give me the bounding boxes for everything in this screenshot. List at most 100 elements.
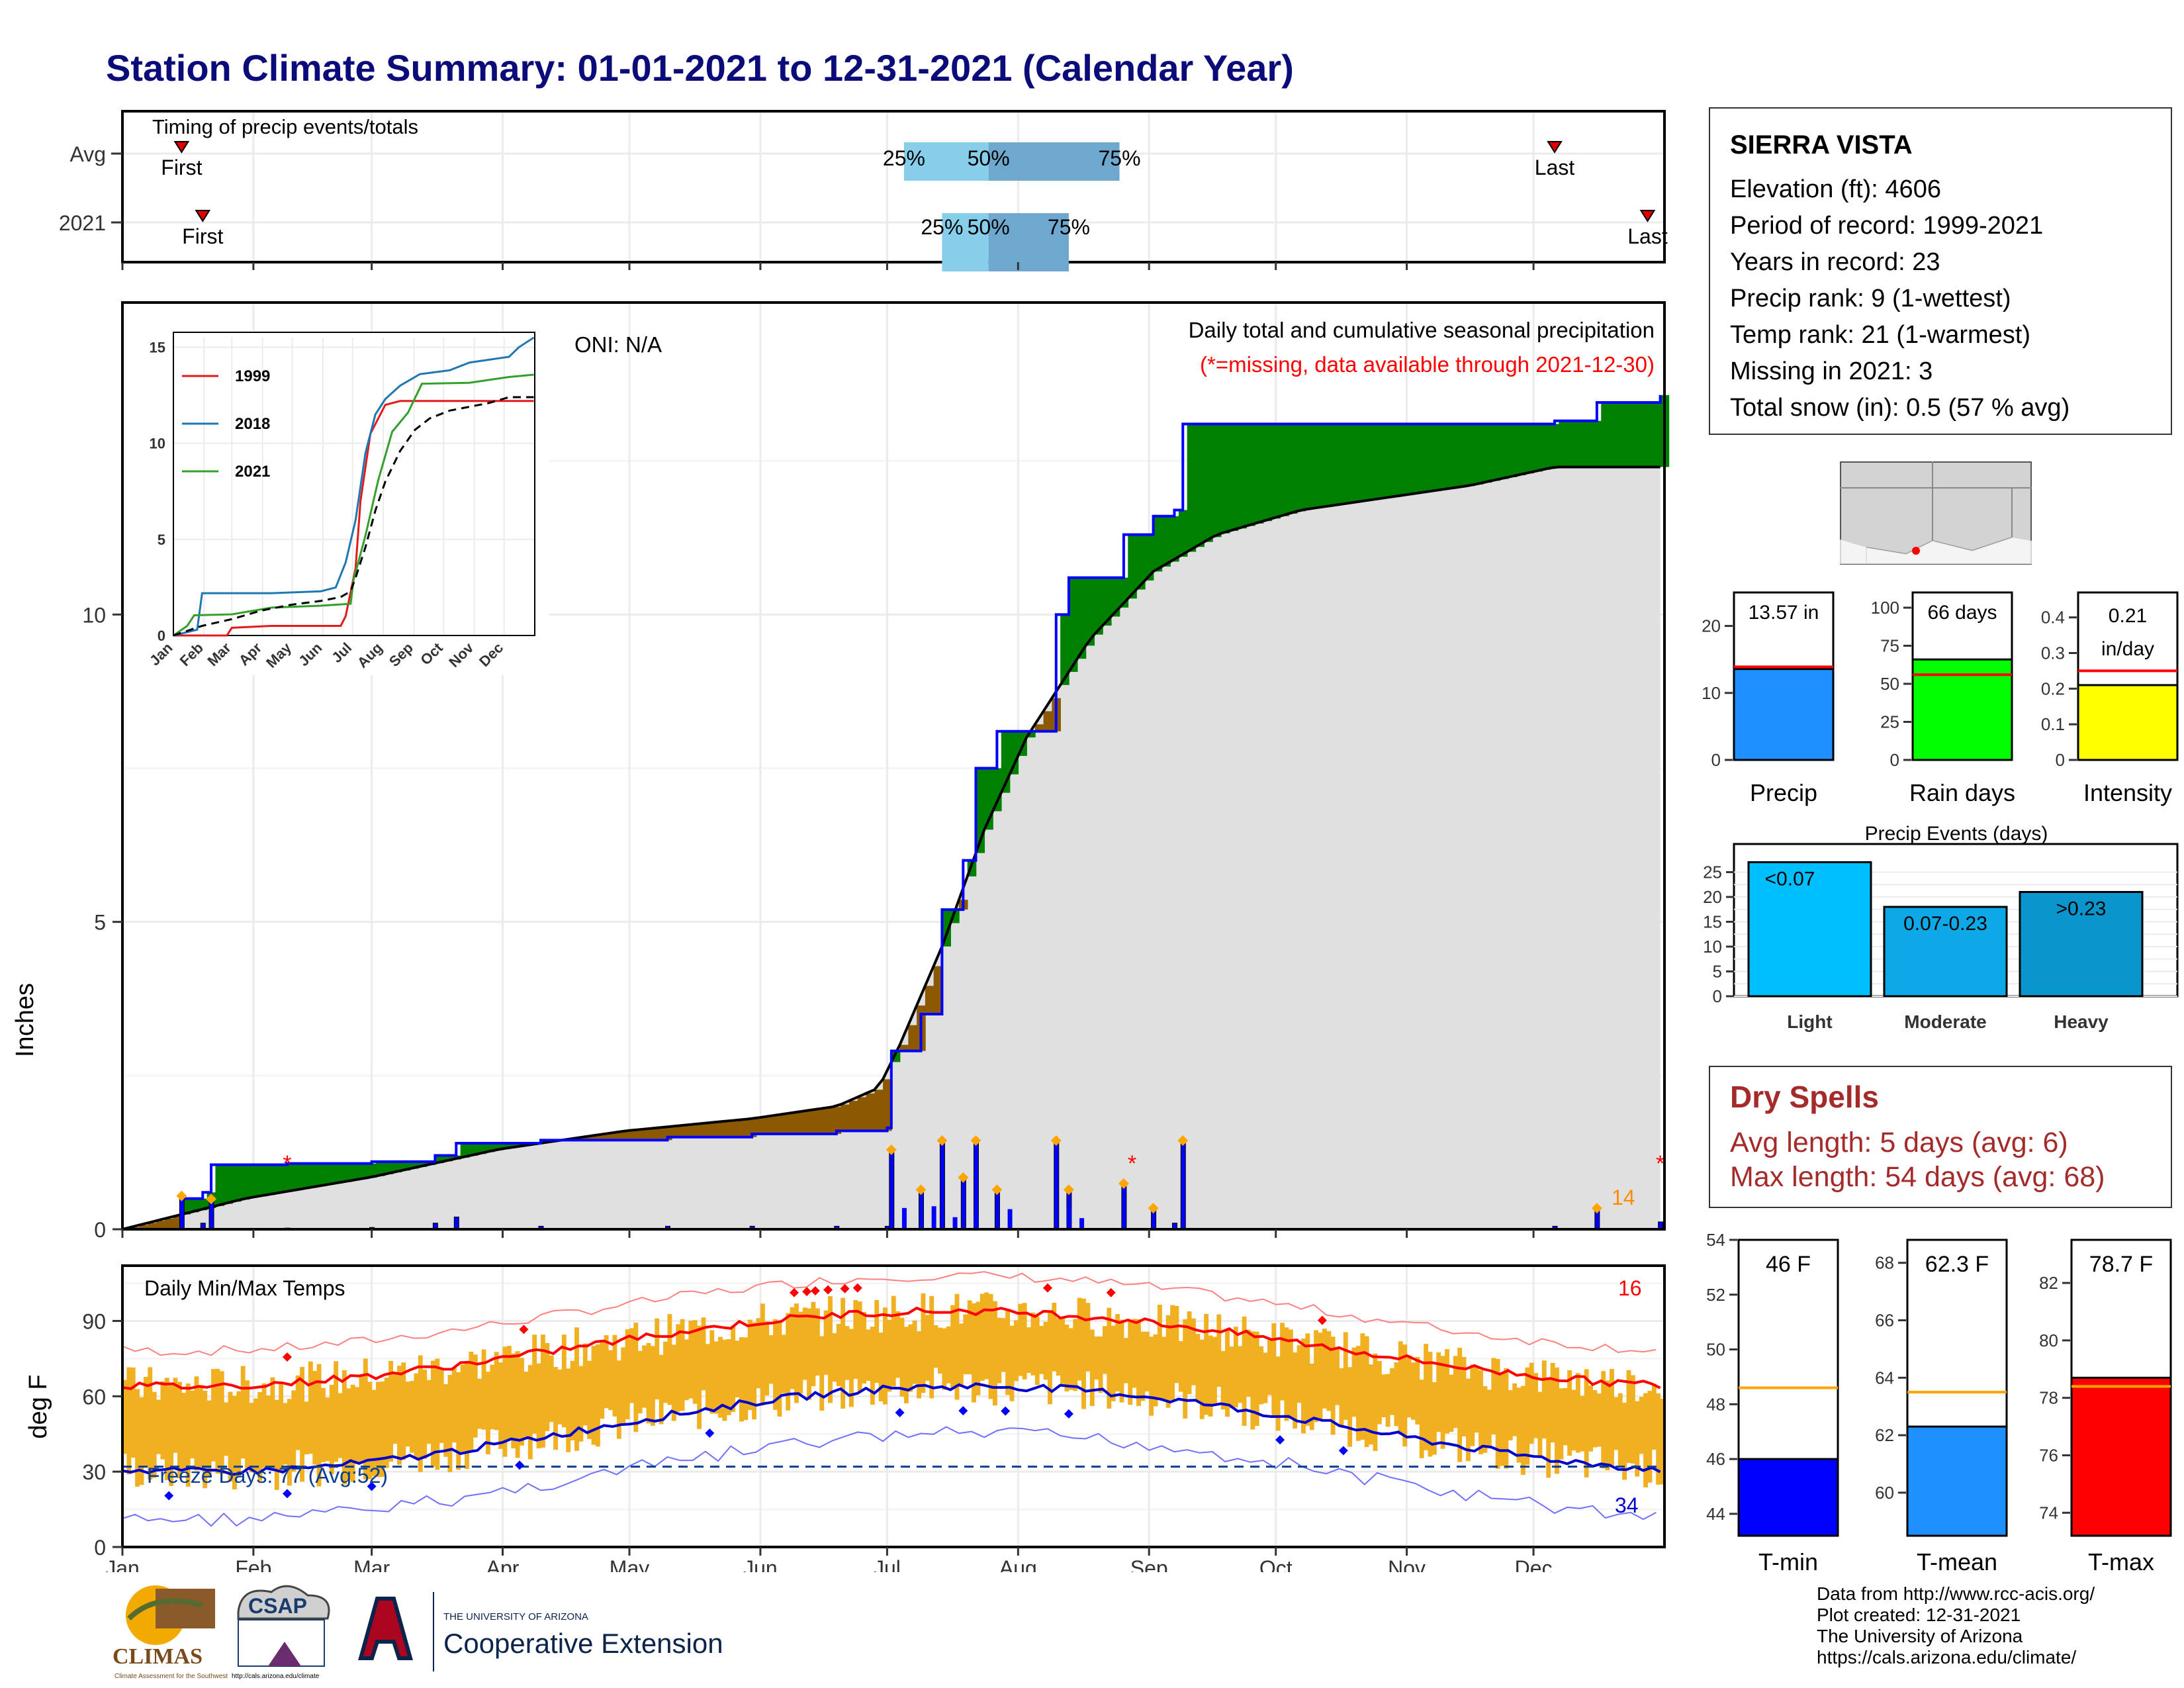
- daily-temp-range-bar: [929, 1295, 934, 1399]
- summary-bar-title: Rain days: [1909, 779, 2015, 806]
- daily-temp-range-bar: [1238, 1346, 1243, 1403]
- month-label: Feb: [235, 1556, 271, 1572]
- precip-departure-bar: [680, 1125, 690, 1137]
- inset-series-line: [173, 400, 534, 637]
- precip-departure-bar: [1415, 424, 1424, 494]
- precip-departure-bar: [688, 1125, 698, 1137]
- precip-departure-bar: [587, 1136, 596, 1141]
- record-high-marker: [1106, 1288, 1116, 1297]
- inset-avg-line: [173, 396, 534, 637]
- daily-temp-range-bar: [1394, 1362, 1399, 1427]
- record-low-marker: [515, 1460, 525, 1470]
- precip-departure-bar: [334, 1163, 343, 1184]
- precip-departure-bar: [1601, 402, 1610, 467]
- daily-temp-range-bar: [1280, 1323, 1285, 1401]
- precip-departure-bar: [460, 1143, 470, 1158]
- daily-temp-range-bar: [380, 1381, 385, 1477]
- daily-temp-range-bar: [1098, 1336, 1103, 1393]
- daily-temp-range-bar: [705, 1344, 710, 1411]
- daily-temp-range-bar: [1500, 1373, 1504, 1466]
- station-name: SIERRA VISTA: [1730, 130, 1913, 160]
- precip-departure-bar: [435, 1155, 444, 1164]
- daily-temp-range-bar: [1284, 1327, 1289, 1421]
- summary-bar: [1733, 668, 1835, 761]
- daily-temp-range-bar: [325, 1397, 330, 1462]
- precip-departure-bar: [1170, 516, 1179, 562]
- daily-temp-range-bar: [300, 1366, 304, 1482]
- record-high-marker: [852, 1283, 862, 1293]
- daily-temp-range-bar: [1567, 1370, 1572, 1456]
- summary-bar-title: T-max: [2088, 1548, 2154, 1575]
- daily-temp-range-bar: [938, 1327, 942, 1374]
- record-low-marker: [1338, 1446, 1348, 1456]
- daily-temp-range-bar: [553, 1367, 559, 1450]
- record-high-marker: [282, 1352, 292, 1362]
- daily-temp-range-bar: [794, 1303, 799, 1403]
- daily-temp-range-bar: [671, 1344, 676, 1421]
- daily-precip-bar: [960, 1180, 966, 1230]
- daily-temp-range-bar: [870, 1327, 875, 1405]
- daily-temp-range-bar: [506, 1346, 512, 1440]
- daily-temp-range-bar: [891, 1295, 896, 1387]
- daily-temp-range-bar: [1309, 1363, 1314, 1430]
- daily-temp-range-bar: [1081, 1298, 1086, 1409]
- daily-temp-range-bar: [1326, 1331, 1332, 1411]
- precip-departure-bar: [1339, 424, 1349, 505]
- daily-temp-range-bar: [1546, 1378, 1551, 1478]
- daily-precip-bar: [918, 1192, 924, 1230]
- daily-temp-range-bar: [1246, 1329, 1251, 1397]
- summary-ytick-label: 54: [1706, 1230, 1725, 1250]
- daily-temp-range-bar: [1018, 1303, 1023, 1376]
- daily-temp-range-bar: [341, 1370, 347, 1485]
- precip-departure-bar: [1626, 402, 1636, 467]
- daily-precip-bar: [1066, 1207, 1071, 1229]
- temp-summary-charts: 44 46 48 50 52 54 46 F T-min 60 62 64 66 68 62.3 F T-m…: [1706, 1230, 2172, 1575]
- summary-unit-label: in/day: [2101, 638, 2154, 660]
- daily-temp-range-bar: [786, 1313, 791, 1411]
- daily-temp-range-bar: [160, 1381, 165, 1460]
- precip-departure-bar: [1567, 420, 1576, 467]
- precip-departure-bar: [316, 1163, 326, 1187]
- daily-temp-range-bar: [1541, 1360, 1547, 1439]
- daily-temp-range-bar: [334, 1361, 339, 1462]
- precip-note: Daily total and cumulative seasonal prec…: [1189, 318, 1655, 342]
- dry-spells-title: Dry Spells: [1730, 1080, 1879, 1114]
- daily-temp-range-bar: [422, 1370, 428, 1459]
- daily-temp-range-bar: [925, 1315, 930, 1381]
- summary-bar-title: Intensity: [2083, 779, 2172, 806]
- daily-temp-range-bar: [1457, 1348, 1463, 1462]
- daily-temp-range-bar: [798, 1311, 803, 1394]
- locator-map: [1840, 461, 2032, 565]
- heavy-precip-marker: [970, 1135, 981, 1146]
- credit-plot-date: Plot created: 12-31-2021: [1817, 1605, 2021, 1625]
- daily-temp-range-bar: [612, 1335, 617, 1417]
- daily-temp-range-bar: [1242, 1316, 1247, 1426]
- daily-temp-range-bar: [1601, 1371, 1606, 1469]
- daily-temp-range-bar: [1165, 1315, 1171, 1408]
- daily-temp-range-bar: [376, 1382, 381, 1477]
- daily-temp-range-bar: [1212, 1336, 1217, 1405]
- precip-departure-bar: [1482, 424, 1492, 483]
- summary-ytick-label: 52: [1706, 1285, 1725, 1305]
- daily-temp-range-bar: [1140, 1331, 1146, 1401]
- timing-p75-label: 75%: [1048, 215, 1090, 239]
- daily-temp-range-bar: [490, 1364, 495, 1430]
- daily-temp-range-bar: [1220, 1350, 1226, 1410]
- daily-temp-range-bar: [249, 1403, 254, 1473]
- precip-ytick-label: 10: [82, 603, 106, 627]
- credit-data-source: Data from http://www.rcc-acis.org/: [1817, 1583, 2095, 1604]
- daily-temp-range-bar: [164, 1378, 169, 1480]
- precip-departure-bar: [1178, 510, 1188, 557]
- precip-departure-bar: [1457, 424, 1467, 488]
- daily-temp-range-bar: [773, 1319, 778, 1410]
- daily-temp-range-bar: [866, 1329, 871, 1382]
- daily-temp-range-bar: [650, 1346, 655, 1426]
- inset-ytick-label: 0: [158, 628, 165, 644]
- daily-temp-range-bar: [355, 1387, 359, 1464]
- daily-temp-range-bar: [735, 1340, 740, 1397]
- precip-departure-bar: [1432, 424, 1441, 491]
- precip-departure-bar: [1195, 424, 1205, 547]
- daily-temp-range-bar: [841, 1297, 846, 1409]
- month-label: Dec: [1515, 1556, 1553, 1572]
- daily-temp-range-bar: [946, 1326, 951, 1383]
